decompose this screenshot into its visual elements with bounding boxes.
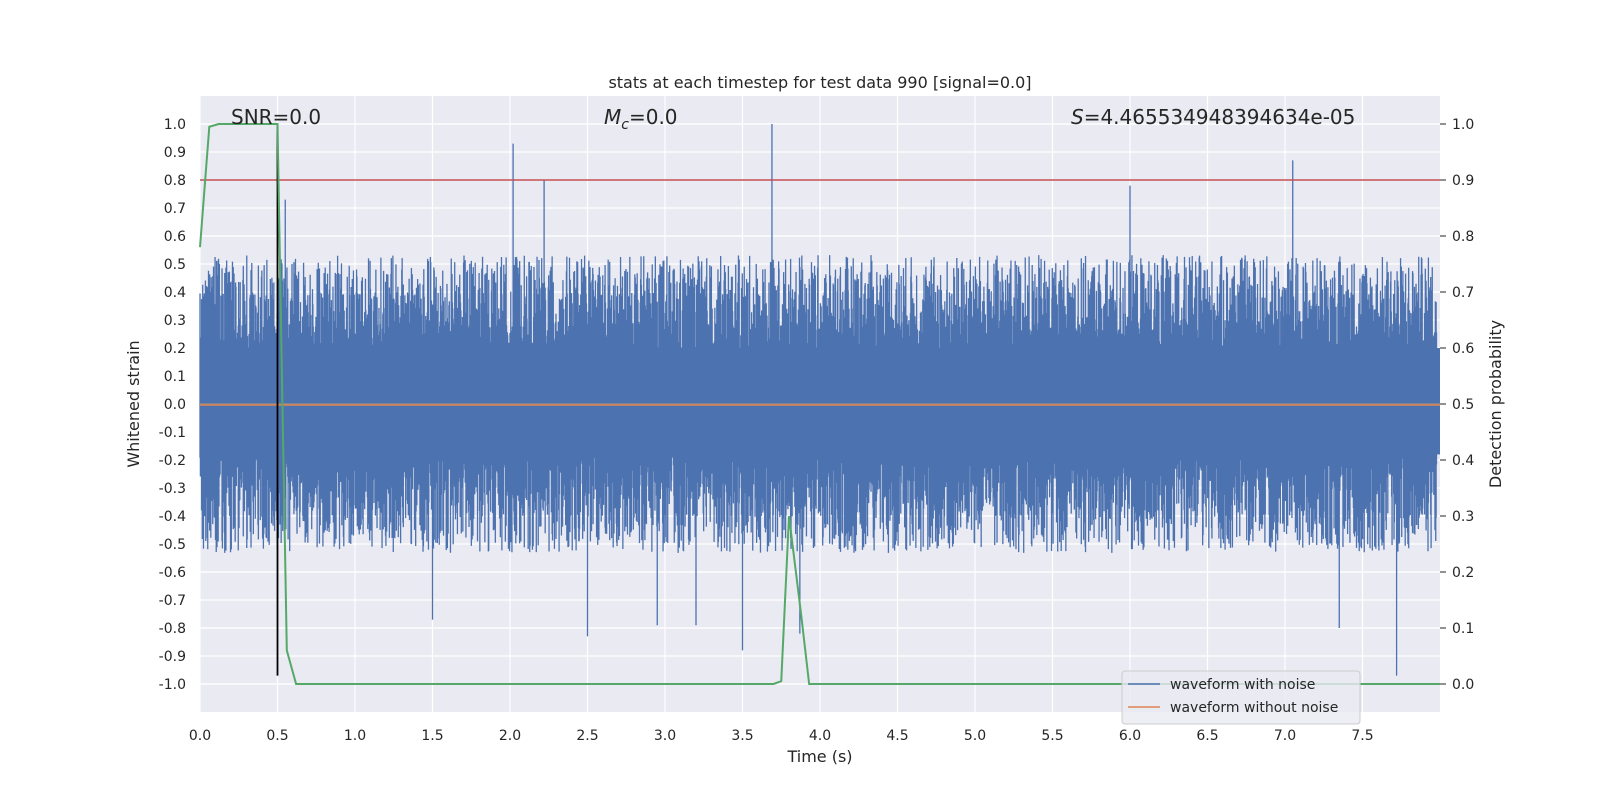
y2-tick-label: 1.0 — [1452, 117, 1474, 133]
y-tick-label: 1.0 — [164, 117, 186, 133]
annotation-s-value: =4.465534948394634e-05 — [1084, 105, 1356, 129]
y2-axis-ticks: 1.0 0.9 0.8 0.7 0.6 0.5 0.4 0.3 0.2 0.1 0.0 — [1440, 117, 1474, 693]
x-tick-label: 3.5 — [731, 728, 753, 744]
y2-tick-label: 0.6 — [1452, 341, 1474, 357]
y-tick-label: -1.0 — [159, 677, 186, 693]
y-tick-label: -0.7 — [159, 593, 186, 609]
y-tick-label: -0.2 — [159, 453, 186, 469]
x-tick-label: 6.5 — [1196, 728, 1218, 744]
y-tick-label: 0.4 — [164, 285, 186, 301]
x-tick-label: 2.0 — [499, 728, 521, 744]
annotation-chirp-mass-value: =0.0 — [629, 105, 678, 129]
y-axis-ticks: 1.0 0.9 0.8 0.7 0.6 0.5 0.4 0.3 0.2 0.1 0.0 -0.1 -0.… — [159, 117, 186, 693]
x-tick-label: 1.0 — [344, 728, 366, 744]
y-tick-label: -0.1 — [159, 425, 186, 441]
y2-tick-label: 0.0 — [1452, 677, 1474, 693]
y2-tick-label: 0.3 — [1452, 509, 1474, 525]
series-detection-probability — [199, 123, 1440, 685]
annotation-snr: SNR=0.0 — [231, 105, 321, 129]
annotation-chirp-mass-symbol: M — [604, 105, 621, 129]
x-tick-label: 5.0 — [964, 728, 986, 744]
y2-tick-label: 0.5 — [1452, 397, 1474, 413]
x-tick-label: 5.5 — [1041, 728, 1063, 744]
annotation-s: S=4.465534948394634e-05 — [1071, 105, 1355, 129]
annotation-chirp-mass: Mc=0.0 — [604, 105, 678, 133]
y2-tick-label: 0.4 — [1452, 453, 1474, 469]
detection-probability-line — [199, 123, 1440, 685]
x-tick-label: 7.0 — [1274, 728, 1296, 744]
y-tick-label: -0.5 — [159, 537, 186, 553]
x-axis-label: Time (s) — [786, 747, 852, 766]
y-tick-label: -0.6 — [159, 565, 186, 581]
y-tick-label: -0.4 — [159, 509, 186, 525]
y-tick-label: -0.8 — [159, 621, 186, 637]
legend: waveform with noise waveform without noi… — [1121, 670, 1361, 725]
x-tick-label: 4.0 — [809, 728, 831, 744]
legend-label-noise: waveform with noise — [1170, 677, 1315, 693]
x-tick-label: 4.5 — [886, 728, 908, 744]
y2-tick-label: 0.2 — [1452, 565, 1474, 581]
y-tick-label: 0.1 — [164, 369, 186, 385]
y2-tick-label: 0.8 — [1452, 229, 1474, 245]
y-tick-label: 0.2 — [164, 341, 186, 357]
annotation-chirp-mass-subscript: c — [621, 117, 629, 133]
noise-dense-band — [200, 348, 1440, 455]
x-tick-label: 6.0 — [1119, 728, 1141, 744]
reference-lines — [200, 124, 1440, 676]
y-tick-label: -0.9 — [159, 649, 186, 665]
y-tick-label: 0.5 — [164, 257, 186, 273]
x-tick-label: 2.5 — [576, 728, 598, 744]
chart-title: stats at each timestep for test data 990… — [608, 73, 1031, 92]
y-axis-label: Whitened strain — [124, 340, 143, 467]
x-tick-label: 7.5 — [1351, 728, 1373, 744]
annotations: SNR=0.0 Mc=0.0 S=4.465534948394634e-05 — [231, 105, 1355, 133]
x-axis-ticks: 0.0 0.5 1.0 1.5 2.0 2.5 3.0 3.5 4.0 4.5 5.0 5.5 6.0 6… — [189, 728, 1374, 744]
y2-axis-label: Detection probability — [1486, 320, 1505, 488]
y2-tick-label: 0.7 — [1452, 285, 1474, 301]
y-tick-label: 0.7 — [164, 201, 186, 217]
y2-tick-label: 0.1 — [1452, 621, 1474, 637]
y-tick-label: 0.3 — [164, 313, 186, 329]
legend-box — [1121, 670, 1361, 725]
x-tick-label: 0.5 — [266, 728, 288, 744]
y-tick-label: -0.3 — [159, 481, 186, 497]
y-tick-label: 0.8 — [164, 173, 186, 189]
x-tick-label: 3.0 — [654, 728, 676, 744]
y-tick-label: 0.6 — [164, 229, 186, 245]
y-tick-label: 0.0 — [164, 397, 186, 413]
annotation-s-symbol: S — [1071, 105, 1084, 129]
y2-tick-label: 0.9 — [1452, 173, 1474, 189]
legend-label-clean: waveform without noise — [1170, 700, 1338, 716]
x-tick-label: 1.5 — [421, 728, 443, 744]
x-tick-label: 0.0 — [189, 728, 211, 744]
series-waveform-with-noise — [199, 124, 1440, 676]
y-tick-label: 0.9 — [164, 145, 186, 161]
